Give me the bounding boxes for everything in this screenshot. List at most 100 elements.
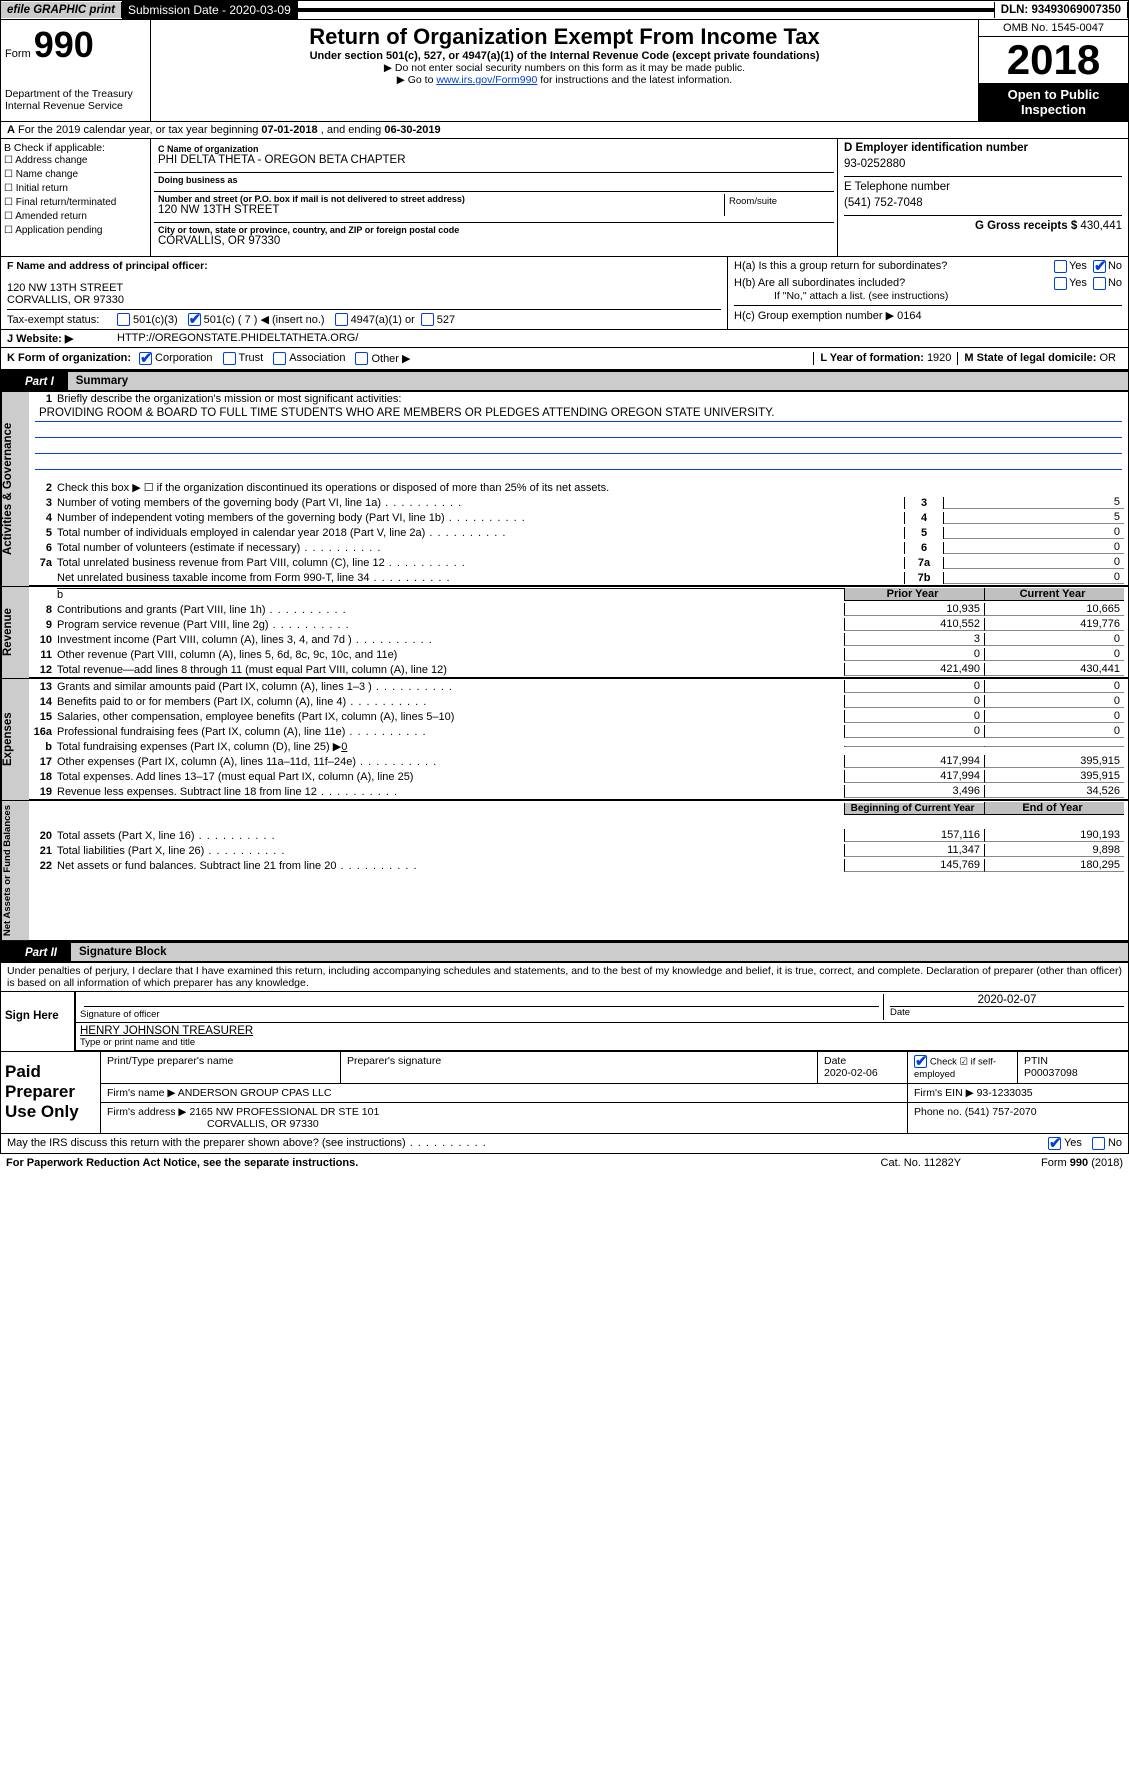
chk-address-change[interactable]: ☐ Address change <box>4 154 147 168</box>
irs-link[interactable]: www.irs.gov/Form990 <box>436 74 537 86</box>
top-bar: efile GRAPHIC print Submission Date - 20… <box>0 0 1129 20</box>
website-url[interactable]: HTTP://OREGONSTATE.PHIDELTATHETA.ORG/ <box>117 332 358 345</box>
line16a: Professional fundraising fees (Part IX, … <box>57 726 844 738</box>
chk-527[interactable] <box>421 313 434 326</box>
line12: Total revenue—add lines 8 through 11 (mu… <box>57 664 844 676</box>
vert-netassets: Net Assets or Fund Balances <box>1 801 29 940</box>
chk-name-change[interactable]: ☐ Name change <box>4 168 147 182</box>
hb-note: If "No," attach a list. (see instruction… <box>734 290 1122 302</box>
form-number: 990 <box>34 24 94 65</box>
year-begin: 07-01-2018 <box>261 124 317 136</box>
summary-table: Activities & Governance 1Briefly describ… <box>0 392 1129 587</box>
row-klm: K Form of organization: Corporation Trus… <box>0 348 1129 370</box>
mission-text: PROVIDING ROOM & BOARD TO FULL TIME STUD… <box>35 406 1122 422</box>
chk-other[interactable] <box>355 352 368 365</box>
v6: 0 <box>944 541 1124 554</box>
col-de: D Employer identification number 93-0252… <box>838 139 1128 256</box>
chk-application-pending[interactable]: ☐ Application pending <box>4 224 147 238</box>
year-formation: L Year of formation: 1920 <box>813 352 957 365</box>
chk-final-return[interactable]: ☐ Final return/terminated <box>4 196 147 210</box>
prep-selfemp[interactable]: Check ☑ if self-employed <box>908 1052 1018 1083</box>
prep-date: Date2020-02-06 <box>818 1052 908 1083</box>
line17: Other expenses (Part IX, column (A), lin… <box>57 756 844 768</box>
line22: Net assets or fund balances. Subtract li… <box>57 860 844 872</box>
efile-label[interactable]: efile GRAPHIC print <box>1 2 122 18</box>
form-prefix: Form <box>5 48 31 60</box>
line20: Total assets (Part X, line 16) <box>57 830 844 842</box>
firm-name: Firm's name ▶ ANDERSON GROUP CPAS LLC <box>101 1084 908 1102</box>
line19: Revenue less expenses. Subtract line 18 … <box>57 786 844 798</box>
gross-receipts: G Gross receipts $ 430,441 <box>844 220 1122 232</box>
discuss-yes[interactable] <box>1048 1137 1061 1150</box>
v7b: 0 <box>944 571 1124 584</box>
chk-trust[interactable] <box>223 352 236 365</box>
chk-amended-return[interactable]: ☐ Amended return <box>4 210 147 224</box>
paid-preparer-block: Paid Preparer Use Only Print/Type prepar… <box>0 1052 1129 1134</box>
ha-yes[interactable] <box>1054 260 1067 273</box>
vert-expenses: Expenses <box>1 679 29 800</box>
street-address: 120 NW 13TH STREET <box>158 204 724 216</box>
line4: Number of independent voting members of … <box>57 512 904 524</box>
line10: Investment income (Part VIII, column (A)… <box>57 634 844 646</box>
sig-officer-row: Signature of officer 2020-02-07 Date <box>76 992 1128 1023</box>
chk-4947[interactable] <box>335 313 348 326</box>
gross-receipts-value: 430,441 <box>1080 220 1122 232</box>
firm-ein: Firm's EIN ▶ 93-1233035 <box>908 1084 1128 1102</box>
v3: 5 <box>944 496 1124 509</box>
col-c-org-info: C Name of organization PHI DELTA THETA -… <box>151 139 838 256</box>
line21: Total liabilities (Part X, line 26) <box>57 845 844 857</box>
sign-here-label: Sign Here <box>1 992 76 1051</box>
line11: Other revenue (Part VIII, column (A), li… <box>57 649 844 661</box>
v4: 5 <box>944 511 1124 524</box>
omb-number: OMB No. 1545-0047 <box>979 20 1128 37</box>
hb-yes[interactable] <box>1054 277 1067 290</box>
line3: Number of voting members of the governin… <box>57 497 904 509</box>
hb-label: H(b) Are all subordinates included? <box>734 277 1054 290</box>
chk-initial-return[interactable]: ☐ Initial return <box>4 182 147 196</box>
line1-label: Briefly describe the organization's miss… <box>57 393 1124 405</box>
line7a: Total unrelated business revenue from Pa… <box>57 557 904 569</box>
tax-year: 2018 <box>979 37 1128 83</box>
chk-501c3[interactable] <box>117 313 130 326</box>
chk-501c[interactable] <box>188 313 201 326</box>
hb-no[interactable] <box>1093 277 1106 290</box>
netassets-table: Net Assets or Fund Balances Beginning of… <box>0 801 1129 941</box>
prep-sig-hdr: Preparer's signature <box>341 1052 818 1083</box>
instr-1: ▶ Do not enter social security numbers o… <box>155 62 974 74</box>
row-f-h: F Name and address of principal officer:… <box>0 256 1129 330</box>
part1-title: Summary <box>68 372 1128 390</box>
line8: Contributions and grants (Part VIII, lin… <box>57 604 844 616</box>
year-block: OMB No. 1545-0047 2018 Open to Public In… <box>978 20 1128 121</box>
tax-exempt-row: Tax-exempt status: 501(c)(3) 501(c) ( 7 … <box>7 309 721 326</box>
firm-phone: Phone no. (541) 757-2070 <box>908 1103 1128 1133</box>
line18: Total expenses. Add lines 13–17 (must eq… <box>57 771 844 783</box>
part1-header: Part I Summary <box>0 370 1129 392</box>
line14: Benefits paid to or for members (Part IX… <box>57 696 844 708</box>
hdr-prior: Prior Year <box>844 588 984 601</box>
officer-addr1: 120 NW 13TH STREET <box>7 282 721 294</box>
sig-date: 2020-02-07 <box>890 994 1124 1006</box>
line15: Salaries, other compensation, employee b… <box>57 711 844 723</box>
sig-name-row: HENRY JOHNSON TREASURER Type or print na… <box>76 1023 1128 1051</box>
footer-line: For Paperwork Reduction Act Notice, see … <box>0 1154 1129 1172</box>
firm-addr: Firm's address ▶ 2165 NW PROFESSIONAL DR… <box>101 1103 908 1133</box>
prep-name-hdr: Print/Type preparer's name <box>101 1052 341 1083</box>
chk-corporation[interactable] <box>139 352 152 365</box>
ha-no[interactable] <box>1093 260 1106 273</box>
form-title-block: Return of Organization Exempt From Incom… <box>151 20 978 121</box>
state-domicile: M State of legal domicile: OR <box>957 352 1122 365</box>
chk-association[interactable] <box>273 352 286 365</box>
dln-label: DLN: 93493069007350 <box>994 2 1128 18</box>
row-j-website: J Website: ▶ HTTP://OREGONSTATE.PHIDELTA… <box>0 330 1129 348</box>
discuss-no[interactable] <box>1092 1137 1105 1150</box>
city-state-zip: CORVALLIS, OR 97330 <box>158 235 834 247</box>
v5: 0 <box>944 526 1124 539</box>
part2-tab: Part II <box>11 944 71 962</box>
form-id-block: Form 990 Department of the Treasury Inte… <box>1 20 151 121</box>
line7b: Net unrelated business taxable income fr… <box>57 572 904 584</box>
part2-title: Signature Block <box>71 943 1128 961</box>
officer-name: HENRY JOHNSON TREASURER <box>80 1025 253 1037</box>
submission-date-button[interactable]: Submission Date - 2020-03-09 <box>122 1 298 19</box>
section-bcde: B Check if applicable: ☐ Address change … <box>0 139 1129 256</box>
line5: Total number of individuals employed in … <box>57 527 904 539</box>
